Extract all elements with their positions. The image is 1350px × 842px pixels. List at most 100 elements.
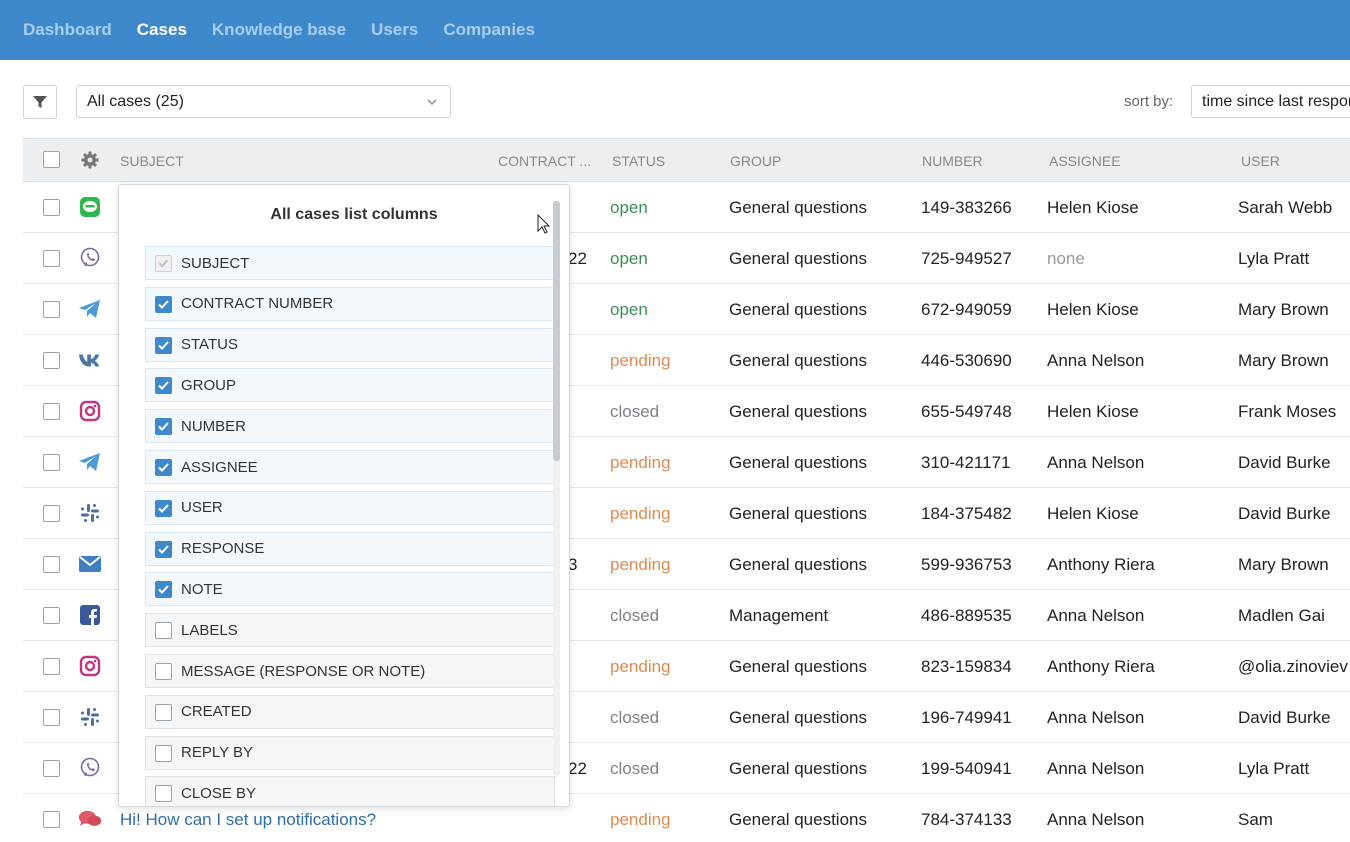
number-cell[interactable]: 199-540941 xyxy=(921,759,1012,778)
column-option[interactable]: REPLY BY xyxy=(145,735,555,770)
number-cell[interactable]: 184-375482 xyxy=(921,504,1012,523)
table-row[interactable]: closed General questions 196-749941 Anna Ne… xyxy=(23,692,1350,743)
status-cell: closed xyxy=(610,402,660,421)
column-option[interactable]: USER xyxy=(145,490,555,525)
user-cell[interactable]: Mary Brown xyxy=(1238,351,1329,370)
user-cell[interactable]: Mary Brown xyxy=(1238,300,1329,319)
panel-scrollbar-track[interactable] xyxy=(553,201,560,776)
group-cell: General questions xyxy=(729,351,867,370)
checkbox-checked[interactable] xyxy=(155,581,172,599)
checkbox-checked[interactable] xyxy=(155,336,172,354)
user-cell[interactable]: David Burke xyxy=(1238,453,1331,472)
row-checkbox[interactable] xyxy=(43,250,60,267)
filter-icon xyxy=(33,96,47,108)
number-cell[interactable]: 655-549748 xyxy=(921,402,1012,421)
column-option[interactable]: RESPONSE xyxy=(145,531,555,566)
group-cell: General questions xyxy=(729,657,867,676)
number-cell[interactable]: 725-949527 xyxy=(921,249,1012,268)
column-option[interactable]: SUBJECT xyxy=(145,246,555,280)
user-cell[interactable]: Madlen Gai xyxy=(1238,606,1325,625)
facebook-icon xyxy=(78,603,102,627)
number-cell[interactable]: 149-383266 xyxy=(921,198,1012,217)
row-checkbox[interactable] xyxy=(43,199,60,216)
header-assignee[interactable]: ASSIGNEE xyxy=(1049,153,1121,169)
user-cell[interactable]: Mary Brown xyxy=(1238,555,1329,574)
column-option[interactable]: MESSAGE (RESPONSE OR NOTE) xyxy=(145,654,555,688)
column-option[interactable]: ASSIGNEE xyxy=(145,450,555,484)
column-option[interactable]: NOTE xyxy=(145,572,555,607)
checkbox-unchecked[interactable] xyxy=(155,663,172,680)
row-checkbox[interactable] xyxy=(43,556,60,573)
panel-scrollbar-thumb[interactable] xyxy=(553,201,560,461)
column-option[interactable]: GROUP xyxy=(145,368,555,403)
row-checkbox[interactable] xyxy=(43,760,60,777)
row-checkbox[interactable] xyxy=(43,301,60,318)
column-option[interactable]: NUMBER xyxy=(145,409,555,444)
row-checkbox[interactable] xyxy=(43,658,60,675)
sort-select[interactable]: time since last response xyxy=(1191,85,1350,118)
status-cell: closed xyxy=(610,606,660,625)
nav-knowledge-base[interactable]: Knowledge base xyxy=(211,20,347,39)
column-option[interactable]: CONTRACT NUMBER xyxy=(145,286,555,321)
user-cell[interactable]: Lyla Pratt xyxy=(1238,249,1310,268)
column-option[interactable]: LABELS xyxy=(145,613,555,648)
user-cell[interactable]: @olia.zinoviev xyxy=(1238,657,1348,676)
number-cell[interactable]: 486-889535 xyxy=(921,606,1012,625)
row-checkbox[interactable] xyxy=(43,403,60,420)
filter-button[interactable] xyxy=(23,85,57,119)
gear-icon[interactable] xyxy=(81,151,99,169)
row-checkbox[interactable] xyxy=(43,454,60,471)
number-cell[interactable]: 599-936753 xyxy=(921,555,1012,574)
header-contract[interactable]: CONTRACT ... xyxy=(498,153,592,169)
table-row[interactable]: Hi! How can I set up notifications? pendi… xyxy=(23,794,1350,842)
user-cell[interactable]: Sarah Webb xyxy=(1238,198,1333,217)
user-cell[interactable]: Lyla Pratt xyxy=(1238,759,1310,778)
vk-icon xyxy=(78,348,102,372)
instagram-icon xyxy=(78,654,102,678)
column-option[interactable]: CLOSE BY xyxy=(145,776,555,806)
row-checkbox[interactable] xyxy=(43,709,60,726)
number-cell[interactable]: 310-421171 xyxy=(921,453,1011,472)
row-checkbox[interactable] xyxy=(43,505,60,522)
column-option[interactable]: STATUS xyxy=(145,327,555,362)
nav-cases[interactable]: Cases xyxy=(136,20,187,39)
header-group[interactable]: GROUP xyxy=(730,153,782,169)
checkbox-checked[interactable] xyxy=(155,295,172,313)
column-option[interactable]: CREATED xyxy=(145,694,555,729)
status-cell: pending xyxy=(610,657,671,676)
checkbox-checked[interactable] xyxy=(155,499,172,517)
header-status[interactable]: STATUS xyxy=(612,153,666,169)
case-filter-select[interactable]: All cases (25) xyxy=(76,85,451,118)
user-cell[interactable]: Frank Moses xyxy=(1238,402,1337,421)
checkbox-checked[interactable] xyxy=(155,459,172,476)
user-cell[interactable]: David Burke xyxy=(1238,708,1331,727)
table-header: SUBJECT CONTRACT ... STATUS GROUP NUMBER… xyxy=(23,138,1350,182)
checkbox-checked[interactable] xyxy=(155,540,172,558)
header-user[interactable]: USER xyxy=(1241,153,1280,169)
number-cell[interactable]: 446-530690 xyxy=(921,351,1012,370)
subject-link[interactable]: Hi! How can I set up notifications? xyxy=(120,810,377,829)
nav-companies[interactable]: Companies xyxy=(443,20,535,39)
checkbox-checked[interactable] xyxy=(155,418,172,436)
user-cell[interactable]: David Burke xyxy=(1238,504,1331,523)
checkbox-unchecked[interactable] xyxy=(155,744,172,762)
number-cell[interactable]: 823-159834 xyxy=(921,657,1012,676)
checkbox-unchecked[interactable] xyxy=(155,622,172,640)
status-cell: open xyxy=(610,249,648,268)
row-checkbox[interactable] xyxy=(43,607,60,624)
row-checkbox[interactable] xyxy=(43,811,60,828)
checkbox-unchecked[interactable] xyxy=(155,703,172,721)
nav-dashboard[interactable]: Dashboard xyxy=(23,20,112,39)
number-cell[interactable]: 672-949059 xyxy=(921,300,1012,319)
header-number[interactable]: NUMBER xyxy=(922,153,983,169)
checkbox-unchecked[interactable] xyxy=(155,785,172,803)
number-cell[interactable]: 784-374133 xyxy=(921,810,1012,829)
header-subject[interactable]: SUBJECT xyxy=(120,153,184,169)
nav-users[interactable]: Users xyxy=(371,20,419,39)
select-all-checkbox[interactable] xyxy=(43,151,60,168)
row-checkbox[interactable] xyxy=(43,352,60,369)
viber-icon xyxy=(78,756,102,780)
number-cell[interactable]: 196-749941 xyxy=(921,708,1012,727)
user-cell[interactable]: Sam xyxy=(1238,810,1273,829)
checkbox-checked[interactable] xyxy=(155,377,172,395)
